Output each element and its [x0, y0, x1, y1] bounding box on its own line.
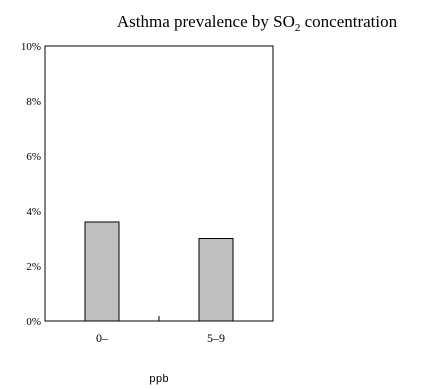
y-tick-label: 10% — [21, 41, 41, 53]
y-tick-label: 8% — [26, 96, 41, 108]
plot-frame — [44, 45, 274, 322]
bar — [84, 221, 120, 322]
y-tick-label: 0% — [26, 316, 41, 328]
y-tick-label: 6% — [26, 151, 41, 163]
x-tick-label: 0– — [96, 331, 109, 345]
chart-title-prefix: Asthma prevalence by SO — [117, 12, 295, 31]
bar — [198, 238, 234, 322]
bars — [84, 221, 234, 322]
y-axis: 0% 2% 4% 6% 8% 10% — [21, 41, 41, 328]
chart-title-suffix: concentration — [300, 12, 397, 31]
x-axis: 0– 5–9 — [96, 316, 225, 345]
y-tick-label: 2% — [26, 261, 41, 273]
y-tick-label: 4% — [26, 206, 41, 218]
chart-title-subscript: 2 — [295, 22, 301, 34]
chart-title: Asthma prevalence by SO2 concentration — [117, 12, 398, 34]
x-axis-label: ppb — [149, 374, 169, 386]
x-tick-label: 5–9 — [207, 331, 225, 345]
